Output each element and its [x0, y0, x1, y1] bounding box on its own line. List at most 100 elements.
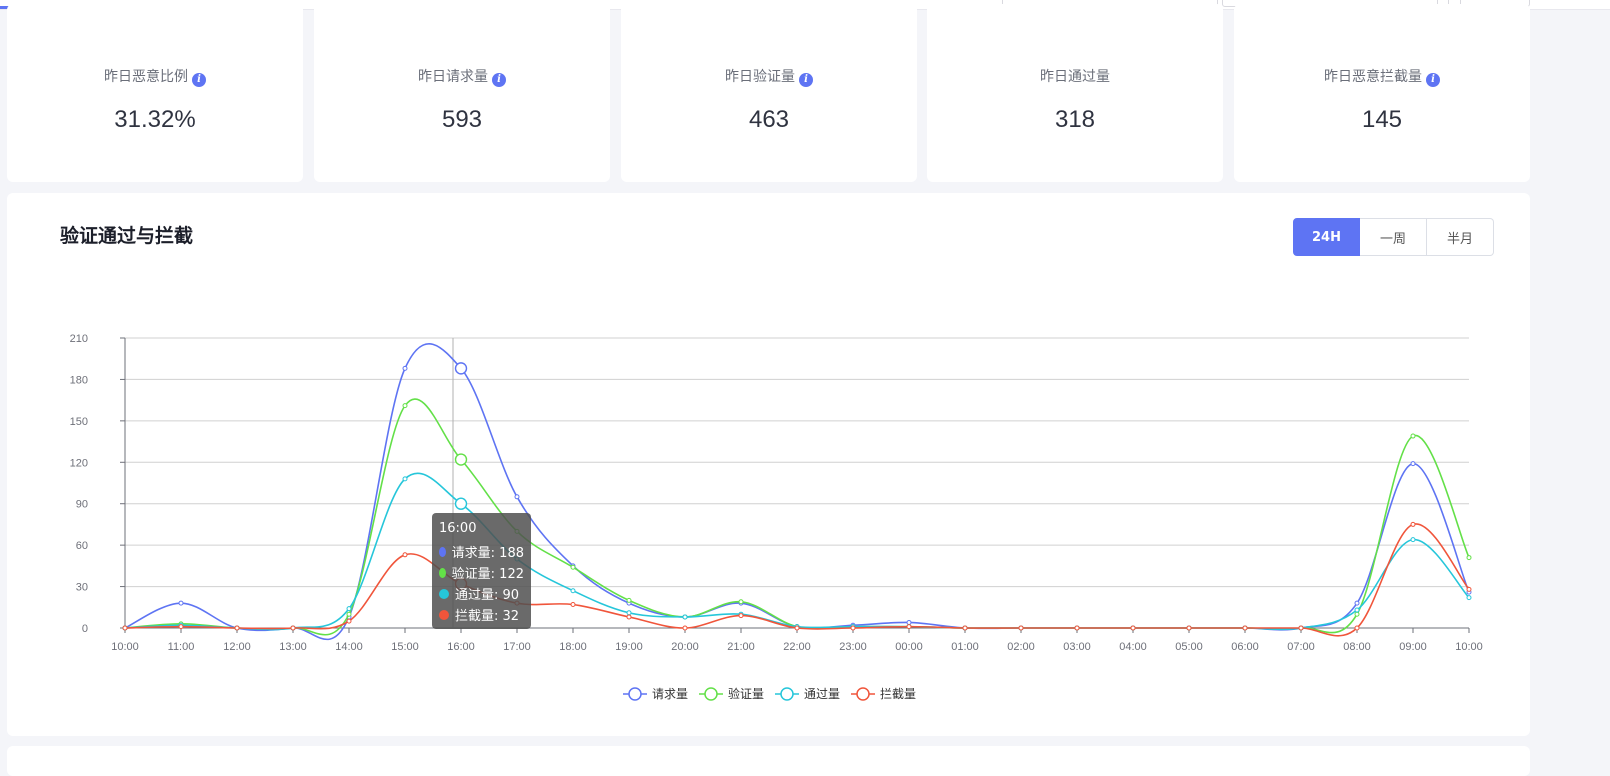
- data-point: [346, 611, 352, 617]
- legend-marker-icon: [704, 687, 718, 701]
- x-tick-label: 08:00: [1343, 641, 1371, 653]
- x-tick-label: 13:00: [279, 641, 307, 653]
- data-point: [626, 614, 632, 620]
- tooltip-row-label: 拦截量: 32: [455, 609, 520, 624]
- info-icon[interactable]: i: [492, 73, 506, 87]
- data-point: [346, 606, 352, 612]
- x-tick-label: 01:00: [951, 641, 979, 653]
- series-dot-icon: [439, 588, 449, 599]
- data-point: [1074, 625, 1080, 631]
- data-point: [682, 614, 688, 620]
- legend-marker-icon: [856, 687, 870, 701]
- data-point: [738, 599, 744, 605]
- x-tick-label: 09:00: [1399, 641, 1427, 653]
- x-tick-label: 11:00: [168, 641, 195, 653]
- data-point: [454, 453, 468, 466]
- data-point: [1186, 625, 1192, 631]
- x-tick-label: 03:00: [1063, 641, 1091, 653]
- stat-value: 145: [1361, 106, 1403, 133]
- series-line: [124, 343, 1470, 641]
- x-tick-label: 10:00: [111, 641, 139, 653]
- data-point: [1410, 537, 1416, 543]
- legend-label: 请求量: [652, 687, 688, 701]
- time-range-toggle: 24H 一周 半月: [1293, 218, 1494, 256]
- x-tick-label: 10:00: [1455, 641, 1483, 653]
- stat-label: 昨日验证量 i: [621, 66, 917, 87]
- stat-card-blocked: 昨日恶意拦截量 i 145: [1234, 4, 1530, 182]
- data-point: [346, 618, 352, 624]
- range-button-week[interactable]: 一周: [1360, 218, 1427, 256]
- next-panel: [7, 746, 1530, 776]
- data-point: [682, 625, 688, 631]
- x-tick-label: 21:00: [727, 641, 755, 653]
- y-tick-label: 60: [76, 540, 88, 552]
- tooltip-row: 请求量: 188: [439, 541, 524, 562]
- x-tick-label: 15:00: [391, 641, 419, 653]
- chart-tooltip: 16:00 请求量: 188 验证量: 122 通过量: 90 拦截量: 32: [432, 513, 531, 629]
- tooltip-row: 通过量: 90: [439, 583, 524, 604]
- data-point: [178, 600, 184, 606]
- panel-title: 验证通过与拦截: [60, 225, 194, 247]
- stat-card-passed: 昨日通过量 318: [927, 4, 1223, 182]
- info-icon[interactable]: i: [799, 73, 813, 87]
- info-icon[interactable]: i: [192, 73, 206, 87]
- x-tick-label: 00:00: [895, 641, 923, 653]
- y-tick-label: 150: [70, 416, 88, 428]
- data-point: [570, 588, 576, 594]
- data-point: [570, 602, 576, 608]
- x-tick-label: 22:00: [783, 641, 811, 653]
- data-point: [1410, 433, 1416, 439]
- range-button-24h[interactable]: 24H: [1293, 218, 1360, 256]
- stat-value: 593: [441, 106, 483, 133]
- data-point: [402, 403, 408, 409]
- tooltip-row: 验证量: 122: [439, 562, 524, 583]
- data-point: [402, 365, 408, 371]
- y-tick-label: 0: [82, 623, 88, 635]
- stat-label: 昨日请求量 i: [314, 66, 610, 87]
- verification-chart-panel: 验证通过与拦截 24H 一周 半月: [7, 193, 1530, 736]
- stat-card-malicious-ratio: 昨日恶意比例 i 31.32%: [7, 4, 303, 182]
- data-point: [794, 625, 800, 631]
- x-tick-label: 18:00: [559, 641, 587, 653]
- x-tick-label: 06:00: [1231, 641, 1259, 653]
- data-point: [1130, 625, 1136, 631]
- legend-marker-icon: [628, 687, 642, 701]
- x-tick-label: 12:00: [223, 641, 251, 653]
- series-line: [124, 472, 1470, 631]
- line-chart[interactable]: 0 30 60 90 120 150 180 210 10:00 11:00 12:00 13:00 1…: [0, 0, 1610, 758]
- data-point: [122, 625, 128, 631]
- data-point: [1354, 611, 1360, 617]
- legend-marker-icon: [780, 687, 794, 701]
- data-point: [1242, 625, 1248, 631]
- range-button-halfmonth[interactable]: 半月: [1427, 218, 1494, 256]
- data-point: [290, 625, 296, 631]
- legend-label: 拦截量: [880, 687, 916, 701]
- x-tick-label: 23:00: [839, 641, 867, 653]
- tooltip-row: 拦截量: 32: [439, 604, 524, 625]
- x-tick-label: 02:00: [1007, 641, 1035, 653]
- x-tick-label: 04:00: [1119, 641, 1147, 653]
- info-icon[interactable]: i: [1426, 73, 1440, 87]
- tooltip-row-label: 通过量: 90: [455, 588, 520, 603]
- data-point: [1466, 586, 1472, 592]
- data-point: [1018, 625, 1024, 631]
- data-point: [850, 625, 856, 631]
- data-point: [178, 624, 184, 630]
- data-point: [454, 362, 468, 375]
- data-point: [570, 564, 576, 570]
- y-tick-label: 180: [70, 374, 88, 386]
- data-point: [402, 552, 408, 558]
- data-point: [626, 597, 632, 603]
- series-dot-icon: [439, 567, 446, 578]
- stat-label: 昨日通过量: [1040, 69, 1110, 85]
- data-point: [514, 494, 520, 500]
- data-point: [906, 619, 912, 625]
- stat-card-requests: 昨日请求量 i 593: [314, 4, 610, 182]
- data-point: [962, 625, 968, 631]
- series-line: [124, 523, 1470, 637]
- stat-value: 318: [1054, 106, 1096, 133]
- data-point: [234, 625, 240, 631]
- data-point: [1298, 625, 1304, 631]
- data-point: [1466, 555, 1472, 561]
- y-tick-label: 90: [76, 499, 88, 511]
